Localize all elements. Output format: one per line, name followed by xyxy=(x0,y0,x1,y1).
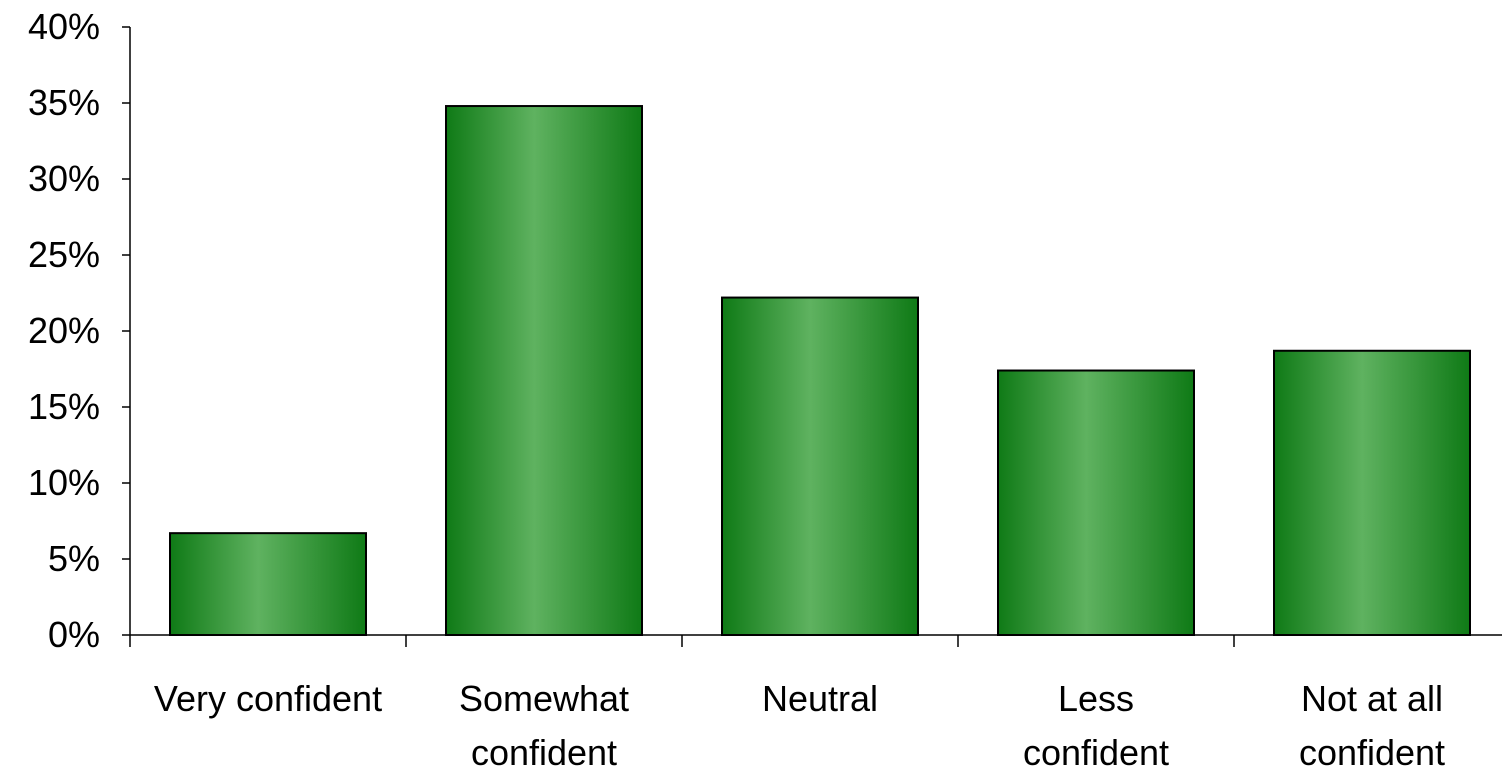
y-tick-label: 15% xyxy=(28,386,100,427)
x-axis: Very confident Somewhat confident Neutral Le… xyxy=(129,634,1502,768)
y-tick-label: 40% xyxy=(28,6,100,47)
y-tick-label: 20% xyxy=(28,310,100,351)
y-axis: 0% 5% 10% 15% 20% 25% 30% 35% 40% xyxy=(28,6,131,655)
y-tick-label: 0% xyxy=(48,614,100,655)
x-category-label-line: Less xyxy=(1058,678,1134,719)
y-tick-label: 10% xyxy=(28,462,100,503)
bar xyxy=(445,105,643,637)
x-category-label-line: confident xyxy=(1023,732,1169,768)
x-category-label: Less confident xyxy=(1023,678,1169,768)
x-category-label-line: confident xyxy=(471,732,617,768)
x-category-label: Not at all confident xyxy=(1299,678,1445,768)
x-category-label-line: confident xyxy=(1299,732,1445,768)
bar xyxy=(997,369,1195,636)
x-category-label-line: Somewhat xyxy=(459,678,629,719)
y-tick-label: 25% xyxy=(28,234,100,275)
bars xyxy=(169,105,1471,637)
y-tick-label: 35% xyxy=(28,82,100,123)
x-category-label-line: Neutral xyxy=(762,678,878,719)
y-tick-label: 30% xyxy=(28,158,100,199)
x-category-label-line: Very confident xyxy=(154,678,382,719)
bar xyxy=(1273,349,1471,636)
bar xyxy=(169,532,367,636)
x-category-label: Somewhat confident xyxy=(459,678,629,768)
y-tick-label: 5% xyxy=(48,538,100,579)
x-category-label: Very confident xyxy=(154,678,382,719)
bar xyxy=(721,296,919,636)
x-category-label: Neutral xyxy=(762,678,878,719)
x-category-label-line: Not at all xyxy=(1301,678,1443,719)
